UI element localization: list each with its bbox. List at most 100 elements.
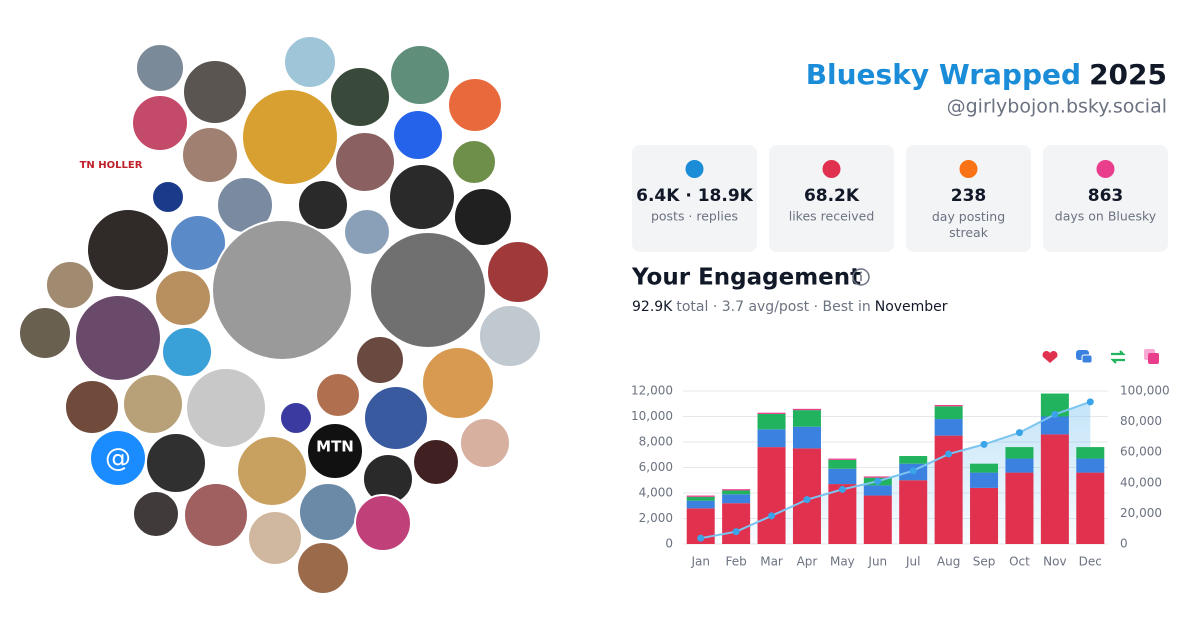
legend-replies-b (1081, 354, 1093, 364)
y2-tick-label: 100,000 (1120, 384, 1170, 398)
avatar[interactable] (354, 494, 412, 552)
bar-segment (686, 500, 715, 509)
avatar[interactable] (296, 541, 350, 595)
x-tick-label: May (830, 555, 855, 569)
avatar[interactable] (131, 94, 189, 152)
title-brand: Bluesky Wrapped (806, 58, 1081, 91)
avatar[interactable] (154, 269, 212, 327)
avatar[interactable] (363, 385, 429, 451)
avatar[interactable] (122, 373, 184, 435)
x-tick-label: Aug (937, 555, 960, 569)
y-tick-label: 8,000 (639, 435, 673, 449)
y-tick-label: 6,000 (639, 460, 673, 474)
cumulative-point (945, 450, 953, 458)
stat-card (1043, 145, 1168, 252)
avatar[interactable] (247, 510, 303, 566)
avatar[interactable] (64, 379, 120, 435)
avatar[interactable] (478, 304, 542, 368)
avatar[interactable] (306, 422, 364, 480)
bar-segment (1040, 416, 1069, 435)
avatar[interactable] (283, 35, 337, 89)
avatar[interactable] (74, 294, 162, 382)
avatar[interactable] (145, 432, 207, 494)
avatar[interactable] (453, 187, 513, 247)
bar-segment (828, 459, 857, 469)
avatar[interactable] (412, 438, 460, 486)
avatar[interactable] (169, 214, 227, 272)
avatar[interactable] (279, 401, 313, 435)
avatar[interactable] (161, 326, 213, 378)
legend-reposts[interactable] (1110, 350, 1126, 364)
avatar[interactable] (369, 231, 487, 349)
summary-text: total · 3.7 avg/post · Best in (676, 299, 870, 315)
avatar[interactable] (343, 208, 391, 256)
cumulative-line (700, 400, 1091, 540)
bar-segment (686, 496, 715, 501)
logo[interactable] (82, 157, 140, 185)
avatar[interactable] (486, 240, 550, 304)
bar-segment (722, 489, 751, 491)
avatar[interactable] (355, 335, 405, 385)
bar-segment (934, 406, 963, 420)
y-tick-label: 12,000 (631, 384, 673, 398)
y2-tick-label: 80,000 (1120, 414, 1162, 428)
engagement-chart: 0 2,000 4,000 6,000 8,000 10,000 12,000 0 20,000… (631, 384, 1170, 569)
bar-segment (757, 412, 786, 414)
y-tick-label: 2,000 (639, 511, 673, 525)
title: Bluesky Wrapped 2025 (806, 58, 1167, 91)
avatar[interactable] (459, 417, 511, 469)
cumulative-point (1086, 398, 1094, 406)
summary-best: November (875, 299, 948, 315)
legend-likes[interactable] (1042, 350, 1058, 363)
title-year: 2025 (1089, 58, 1167, 91)
avatar[interactable] (421, 346, 495, 420)
avatar[interactable] (135, 43, 185, 93)
avatar[interactable] (182, 59, 248, 125)
avatar[interactable] (18, 306, 72, 360)
avatar[interactable] (298, 482, 358, 542)
bar-segment (828, 458, 857, 460)
avatar[interactable] (334, 131, 396, 193)
legend-quotes[interactable] (1148, 353, 1159, 364)
stat-label: posts · replies (651, 209, 738, 224)
avatar[interactable] (389, 44, 451, 106)
avatar[interactable] (297, 179, 349, 231)
stat-icon (1096, 160, 1115, 178)
stat-label: likes received (789, 209, 875, 224)
stat-card (632, 145, 757, 252)
avatar[interactable] (183, 482, 249, 548)
avatar[interactable] (211, 219, 353, 361)
avatar[interactable] (86, 208, 170, 292)
avatar[interactable] (241, 88, 339, 186)
bar-segment (1040, 434, 1069, 544)
bar-segment (757, 413, 786, 430)
avatar[interactable] (447, 77, 503, 133)
avatar[interactable] (392, 109, 444, 161)
bar-segment (863, 485, 892, 496)
badge-text: MTN (316, 438, 354, 456)
avatar[interactable] (315, 372, 361, 418)
bar-segment (970, 463, 999, 473)
info-icon[interactable] (852, 268, 870, 286)
bar-segment (1076, 472, 1105, 544)
at-avatar[interactable] (91, 431, 145, 485)
avatar[interactable] (236, 435, 308, 507)
stat-icon (685, 160, 704, 178)
avatar[interactable] (181, 126, 239, 184)
avatar[interactable] (388, 163, 456, 231)
avatar[interactable] (45, 260, 95, 310)
avatar[interactable] (329, 66, 391, 128)
bar-segment (722, 494, 751, 504)
avatar[interactable] (451, 139, 497, 185)
bar-segment (828, 468, 857, 485)
cumulative-point (838, 485, 846, 493)
avatar[interactable] (185, 367, 267, 449)
x-tick-label: Jul (905, 555, 920, 569)
avatar[interactable] (132, 490, 180, 538)
x-tick-label: Feb (726, 555, 747, 569)
avatar[interactable] (151, 180, 185, 214)
bar-segment (792, 410, 821, 427)
legend (1042, 349, 1159, 364)
x-tick-label: Oct (1009, 555, 1030, 569)
